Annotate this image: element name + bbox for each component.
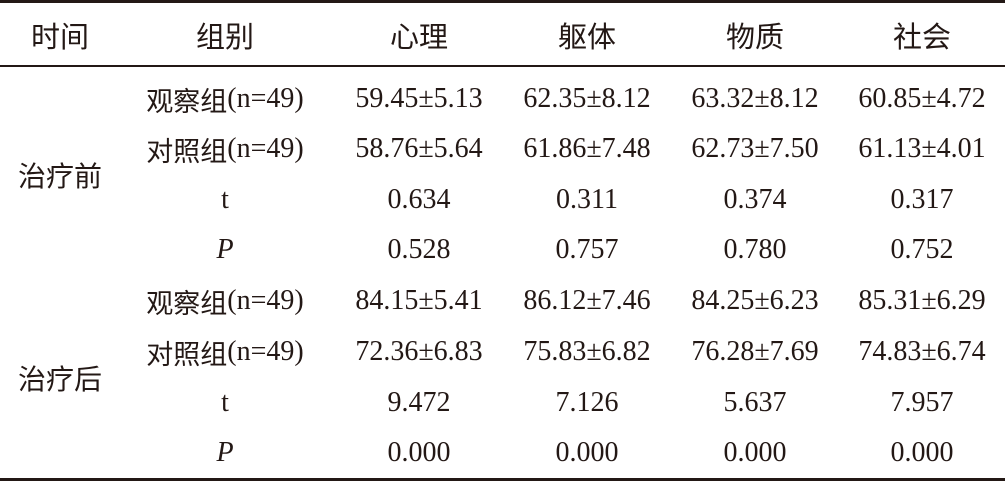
header-material: 物质	[725, 20, 784, 54]
group-name: 对照组	[146, 136, 228, 168]
table-cell: 5.637	[723, 387, 787, 418]
table-top-rule	[0, 0, 1005, 3]
group-name: 观察组	[146, 86, 228, 118]
group-label-p: P	[216, 234, 234, 265]
table-cell: 86.12±7.46	[523, 285, 651, 316]
table-header-rule	[0, 65, 1005, 67]
table-cell: 62.73±7.50	[691, 133, 819, 164]
table-cell: 76.28±7.69	[691, 336, 819, 367]
section-time-after: 治疗后	[17, 363, 102, 396]
table-cell: 0.780	[723, 234, 787, 265]
group-label-observation: 观察组 (n=49)	[130, 74, 320, 124]
table-cell: 9.472	[387, 387, 451, 418]
group-size: (n=49)	[227, 336, 304, 367]
group-label-control: 对照组 (n=49)	[130, 124, 320, 174]
table-cell: 59.45±5.13	[355, 83, 483, 114]
table-cell: 84.25±6.23	[691, 285, 819, 316]
group-label-observation: 观察组 (n=49)	[130, 276, 320, 326]
table-cell: 84.15±5.41	[355, 285, 483, 316]
table-cell: 0.634	[387, 184, 451, 215]
table-cell: 63.32±8.12	[691, 83, 819, 114]
table-cell: 0.317	[890, 184, 954, 215]
table-bottom-rule	[0, 478, 1005, 481]
table-cell: 7.126	[555, 387, 619, 418]
group-size: (n=49)	[227, 133, 304, 164]
table-cell: 72.36±6.83	[355, 336, 483, 367]
section-time-before: 治疗前	[17, 160, 102, 193]
group-label-t: t	[221, 184, 229, 215]
header-group: 组别	[195, 20, 254, 54]
table-cell: 0.000	[890, 437, 954, 468]
table-cell: 62.35±8.12	[523, 83, 651, 114]
header-body: 躯体	[557, 20, 616, 54]
table-cell: 0.000	[555, 437, 619, 468]
group-size: (n=49)	[227, 285, 304, 316]
table-cell: 60.85±4.72	[858, 83, 986, 114]
header-time: 时间	[30, 20, 89, 54]
table-cell: 0.000	[387, 437, 451, 468]
header-social: 社会	[892, 20, 951, 54]
table-cell: 0.752	[890, 234, 954, 265]
table-cell: 75.83±6.82	[523, 336, 651, 367]
header-psychology: 心理	[389, 20, 448, 54]
table-cell: 7.957	[890, 387, 954, 418]
group-name: 对照组	[146, 339, 228, 371]
table-cell: 0.528	[387, 234, 451, 265]
table-cell: 0.000	[723, 437, 787, 468]
group-label-p: P	[216, 437, 234, 468]
table-cell: 0.757	[555, 234, 619, 265]
table-cell: 0.311	[556, 184, 618, 215]
group-name: 观察组	[146, 288, 228, 320]
group-label-t: t	[221, 387, 229, 418]
table-cell: 74.83±6.74	[858, 336, 986, 367]
group-size: (n=49)	[227, 83, 304, 114]
group-label-control: 对照组 (n=49)	[130, 327, 320, 377]
table-cell: 61.86±7.48	[523, 133, 651, 164]
table-cell: 58.76±5.64	[355, 133, 483, 164]
table-cell: 85.31±6.29	[858, 285, 986, 316]
table-cell: 61.13±4.01	[858, 133, 986, 164]
table-cell: 0.374	[723, 184, 787, 215]
